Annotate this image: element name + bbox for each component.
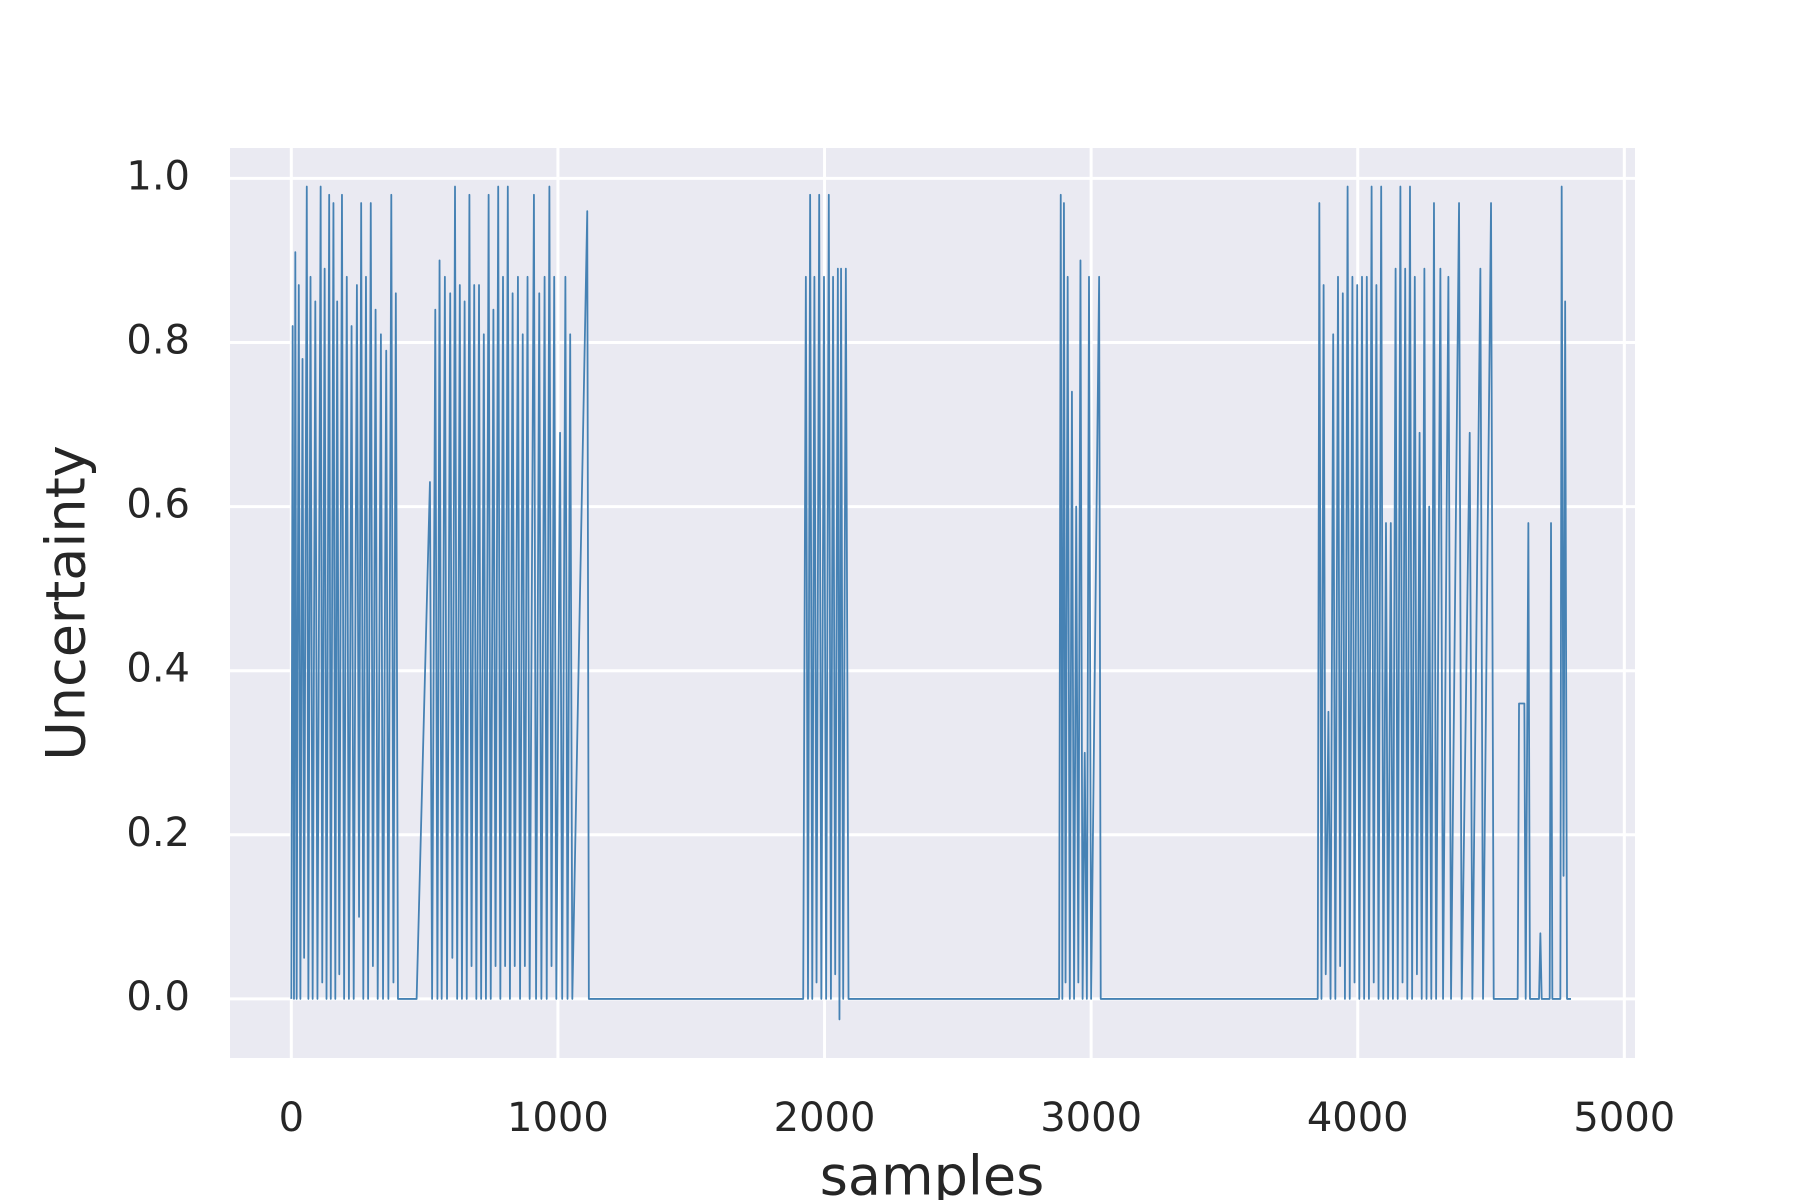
x-tick-label: 4000 xyxy=(1307,1095,1409,1141)
y-tick-label: 1.0 xyxy=(126,153,190,199)
x-tick-label: 1000 xyxy=(507,1095,609,1141)
y-tick-label: 0.6 xyxy=(126,482,190,528)
x-tick-label: 3000 xyxy=(1040,1095,1142,1141)
y-tick-label: 0.8 xyxy=(126,317,190,363)
y-tick-label: 0.0 xyxy=(126,974,190,1020)
y-tick-label: 0.2 xyxy=(126,810,190,856)
x-tick-label: 5000 xyxy=(1573,1095,1675,1141)
y-tick-label: 0.4 xyxy=(126,646,190,692)
x-tick-label: 2000 xyxy=(774,1095,876,1141)
y-axis-label: Uncertainty xyxy=(35,445,98,760)
data-line xyxy=(290,185,1572,1021)
x-axis-label: samples xyxy=(820,1145,1044,1200)
x-tick-label: 0 xyxy=(279,1095,304,1141)
